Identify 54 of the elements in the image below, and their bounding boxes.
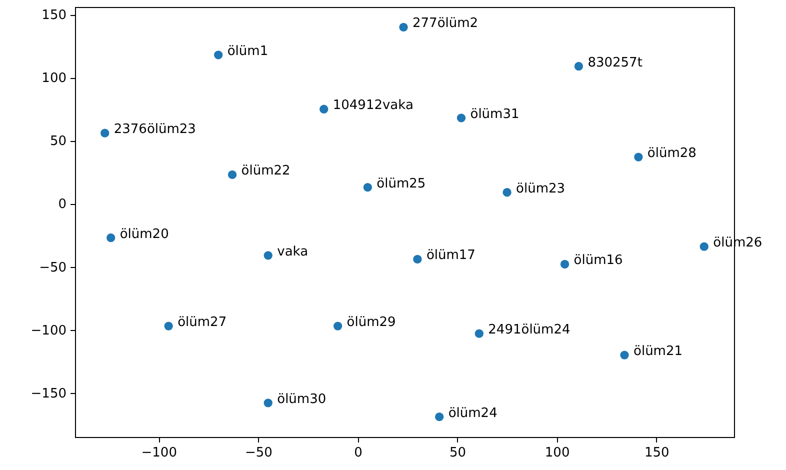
point — [474, 329, 484, 338]
annotation: ölüm28 — [647, 146, 696, 162]
point — [100, 128, 110, 138]
annotation: ölüm1 — [227, 44, 268, 59]
x-tick-label: 150 — [644, 446, 670, 460]
annotation: vaka — [277, 244, 308, 260]
annotation: ölüm24 — [448, 406, 498, 421]
point — [435, 412, 444, 422]
y-tick-label: 50 — [50, 134, 66, 150]
y-tick-label: 100 — [42, 71, 66, 86]
point — [264, 251, 272, 260]
point — [574, 62, 584, 71]
point — [214, 50, 223, 60]
annotation: 2491ölüm24 — [488, 322, 570, 338]
annotation: 2376ölüm23 — [114, 122, 196, 138]
annotation: ölüm16 — [574, 253, 623, 268]
annotation: ölüm23 — [516, 181, 566, 196]
annotation: 277ölüm2 — [412, 16, 478, 32]
point — [620, 350, 629, 360]
annotation: ölüm22 — [241, 164, 290, 179]
x-tick-label: 0 — [354, 446, 362, 460]
annotation: ölüm29 — [346, 315, 396, 330]
annotation: ölüm17 — [426, 248, 476, 264]
y-tick-label: 0 — [58, 197, 66, 212]
point — [456, 114, 466, 122]
annotation: ölüm20 — [120, 226, 169, 242]
y-tick-label: 150 — [42, 8, 66, 24]
point — [502, 188, 512, 197]
point — [228, 170, 237, 180]
point — [399, 22, 408, 32]
point — [106, 233, 116, 242]
point — [333, 322, 342, 330]
point — [634, 152, 643, 162]
point — [413, 254, 422, 264]
annotation: ölüm25 — [376, 176, 426, 192]
annotation: ölüm31 — [470, 106, 520, 122]
annotation: ölüm27 — [178, 315, 227, 330]
x-tick-label: −100 — [141, 446, 177, 460]
point — [363, 183, 372, 192]
annotation: ölüm21 — [634, 344, 683, 360]
point — [320, 104, 328, 114]
y-tick-label: −50 — [39, 260, 66, 276]
point — [264, 398, 272, 408]
x-tick-label: −50 — [244, 446, 272, 460]
annotation: ölüm30 — [277, 392, 326, 407]
point — [164, 322, 173, 330]
point — [560, 260, 570, 269]
x-tick-label: 50 — [449, 446, 466, 460]
annotation: 104912vaka — [332, 98, 414, 114]
annotation: 830257t — [588, 55, 642, 70]
y-tick-label: −100 — [30, 323, 66, 338]
point — [700, 242, 708, 251]
x-tick-label: 100 — [544, 446, 570, 460]
y-tick-label: −150 — [30, 386, 66, 402]
